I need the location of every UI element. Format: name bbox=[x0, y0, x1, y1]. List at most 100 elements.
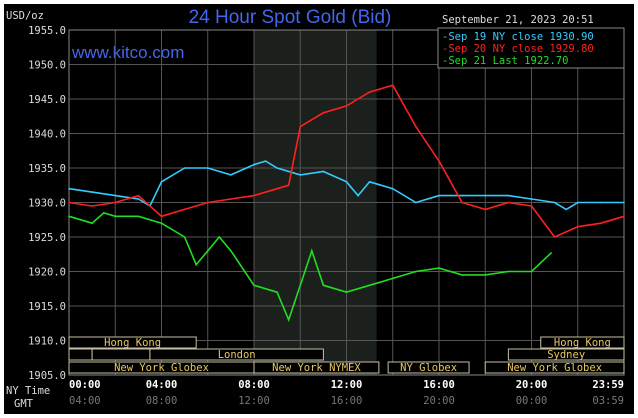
data-point bbox=[507, 270, 510, 273]
session-label: London bbox=[218, 349, 256, 361]
data-point bbox=[403, 105, 406, 107]
y-tick-label: 1945.0 bbox=[28, 94, 66, 106]
data-point bbox=[530, 205, 533, 207]
data-point bbox=[368, 284, 371, 287]
y-tick-label: 1925.0 bbox=[28, 232, 66, 244]
x-tick-gmt: 20:00 bbox=[423, 395, 455, 407]
data-point bbox=[264, 160, 267, 162]
data-point bbox=[415, 201, 417, 204]
x-tick-gmt: 03:59 bbox=[592, 395, 624, 407]
data-point bbox=[415, 270, 417, 273]
watermark: www.kitco.com bbox=[71, 43, 184, 62]
data-point bbox=[195, 263, 197, 266]
data-point bbox=[600, 201, 602, 204]
legend-entry: -Sep 20 NY close 1929.80 bbox=[442, 43, 594, 55]
session-label: Sydney bbox=[547, 349, 585, 361]
x-tick-ny: 20:00 bbox=[516, 379, 548, 391]
y-tick-label: 1955.0 bbox=[28, 25, 66, 37]
data-point bbox=[368, 181, 371, 183]
data-point bbox=[276, 167, 278, 169]
data-point bbox=[507, 201, 510, 204]
data-point bbox=[357, 194, 359, 197]
y-tick-label: 1905.0 bbox=[28, 370, 66, 382]
y-axis-label: USD/oz bbox=[6, 10, 44, 22]
x-tick-gmt: 00:00 bbox=[516, 395, 548, 407]
timestamp: September 21, 2023 20:51 bbox=[442, 14, 594, 26]
y-tick-label: 1920.0 bbox=[28, 267, 66, 279]
data-point bbox=[160, 215, 163, 218]
session-label: Hong Kong bbox=[104, 337, 161, 349]
data-point bbox=[287, 184, 290, 187]
x-tick-ny: 04:00 bbox=[146, 379, 178, 391]
session-label: New York Globex bbox=[114, 362, 209, 374]
data-point bbox=[253, 284, 255, 287]
data-point bbox=[276, 187, 278, 190]
data-point bbox=[183, 236, 186, 238]
data-point bbox=[484, 274, 487, 276]
data-point bbox=[299, 125, 302, 128]
data-point bbox=[530, 198, 533, 200]
data-point bbox=[183, 208, 186, 211]
data-point bbox=[530, 270, 533, 273]
x-tick-ny: 08:00 bbox=[238, 379, 270, 391]
session-box bbox=[91, 348, 151, 361]
data-point bbox=[507, 194, 510, 197]
x-tick-gmt: 12:00 bbox=[238, 395, 270, 407]
data-point bbox=[461, 201, 463, 204]
x-tick-ny: 12:00 bbox=[331, 379, 363, 391]
data-point bbox=[114, 215, 117, 218]
session-box bbox=[484, 361, 625, 374]
data-point bbox=[550, 252, 552, 254]
x-tick-ny: 16:00 bbox=[423, 379, 455, 391]
data-point bbox=[368, 91, 371, 93]
session-box bbox=[68, 348, 93, 361]
session-box bbox=[149, 348, 324, 361]
data-point bbox=[576, 225, 579, 228]
data-point bbox=[287, 319, 290, 321]
y-tick-label: 1935.0 bbox=[28, 163, 66, 175]
data-point bbox=[114, 201, 117, 204]
data-point bbox=[391, 187, 394, 190]
data-point bbox=[322, 284, 325, 287]
session-box bbox=[540, 336, 625, 349]
data-point bbox=[484, 194, 487, 197]
data-point bbox=[565, 208, 567, 211]
chart-title: 24 Hour Spot Gold (Bid) bbox=[189, 7, 392, 28]
data-point bbox=[438, 194, 440, 197]
data-point bbox=[345, 105, 348, 107]
data-point bbox=[102, 212, 105, 214]
data-point bbox=[91, 205, 93, 207]
data-point bbox=[484, 208, 487, 211]
session-box bbox=[507, 348, 625, 361]
data-point bbox=[600, 222, 602, 224]
session-label: New York NYMEX bbox=[272, 362, 361, 374]
data-point bbox=[461, 274, 463, 276]
data-point bbox=[322, 112, 325, 114]
data-point bbox=[299, 284, 302, 287]
data-point bbox=[91, 222, 93, 224]
data-point bbox=[137, 215, 140, 218]
data-point bbox=[230, 198, 232, 200]
data-point bbox=[114, 194, 117, 197]
data-point bbox=[183, 167, 186, 169]
data-point bbox=[553, 201, 556, 204]
x-tick-gmt: 08:00 bbox=[146, 395, 178, 407]
data-point bbox=[438, 160, 440, 162]
legend-box bbox=[437, 27, 625, 69]
x-tick-ny: 00:00 bbox=[69, 379, 101, 391]
data-point bbox=[391, 84, 394, 86]
data-point bbox=[68, 215, 70, 218]
data-point bbox=[438, 267, 440, 269]
data-point bbox=[68, 187, 70, 190]
data-point bbox=[576, 201, 579, 204]
y-tick-label: 1915.0 bbox=[28, 301, 66, 313]
x-tick-gmt: 16:00 bbox=[331, 395, 363, 407]
data-point bbox=[160, 181, 163, 183]
data-point bbox=[553, 236, 556, 238]
y-tick-label: 1940.0 bbox=[28, 129, 66, 141]
data-point bbox=[345, 291, 348, 294]
x-tick-gmt: 04:00 bbox=[69, 395, 101, 407]
data-point bbox=[253, 163, 255, 166]
